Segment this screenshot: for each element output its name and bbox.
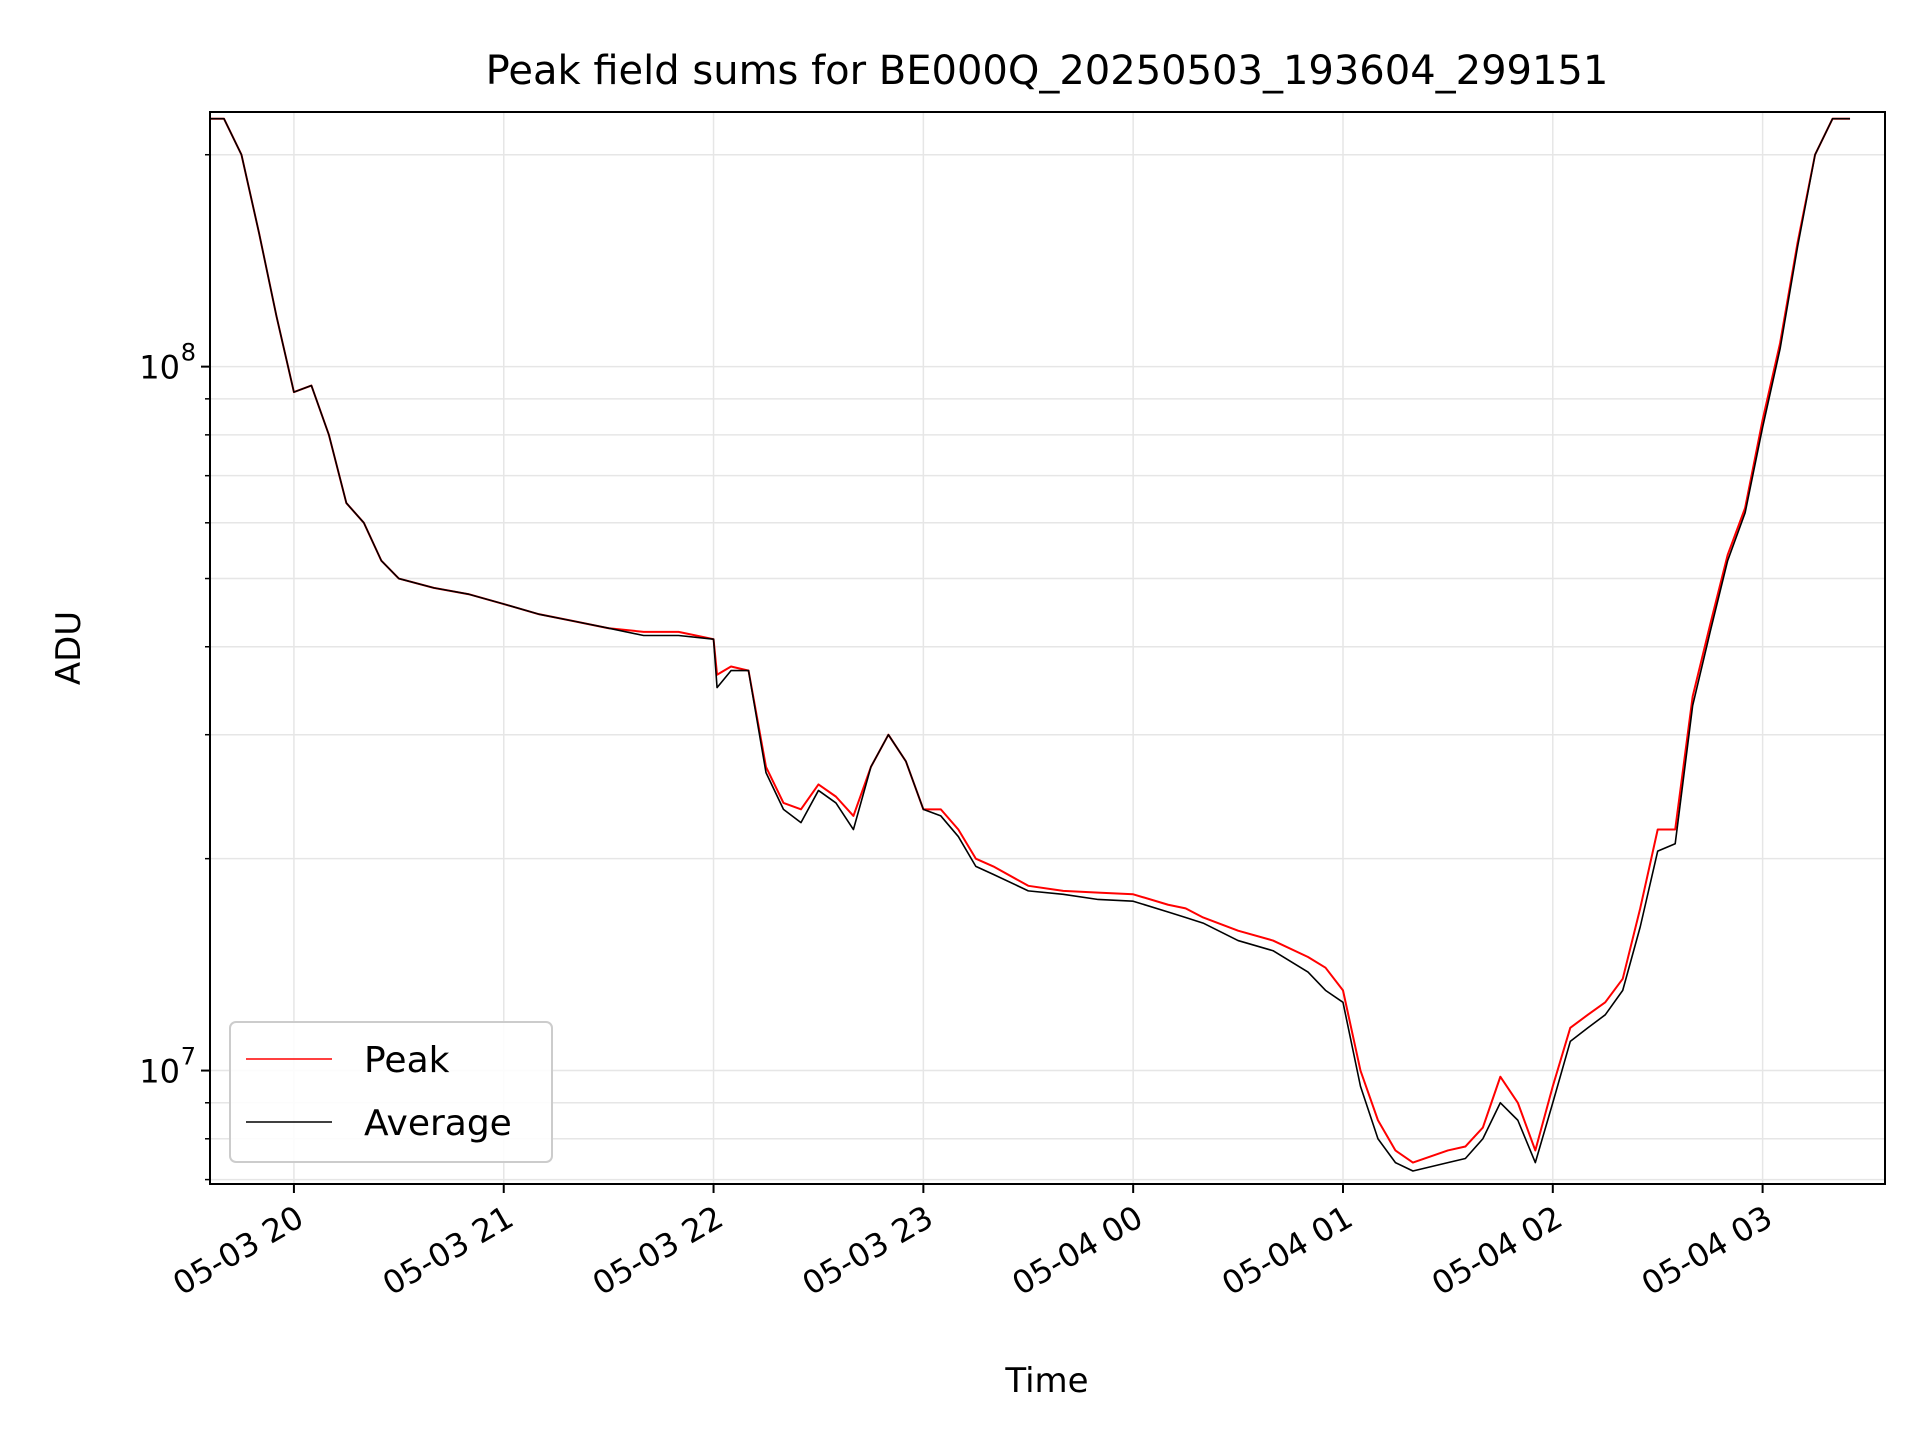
y-tick-label: 10 — [139, 349, 180, 387]
chart-title: Peak field sums for BE000Q_20250503_1936… — [486, 48, 1609, 94]
legend-average-label: Average — [364, 1103, 512, 1144]
legend-peak-label: Peak — [364, 1040, 450, 1081]
legend: Peak Average — [229, 1021, 553, 1163]
plot-area — [210, 117, 1851, 1172]
legend-box — [229, 1021, 553, 1163]
plot-frame — [209, 111, 1886, 1185]
y-tick-label-exponent: 8 — [181, 339, 196, 367]
y-tick-label: 10 — [139, 1053, 180, 1091]
y-tick-label-exponent: 7 — [181, 1043, 196, 1071]
y-axis-label: ADU — [49, 611, 89, 685]
x-axis-label: Time — [1004, 1361, 1088, 1401]
series-line-average — [210, 117, 1851, 1172]
